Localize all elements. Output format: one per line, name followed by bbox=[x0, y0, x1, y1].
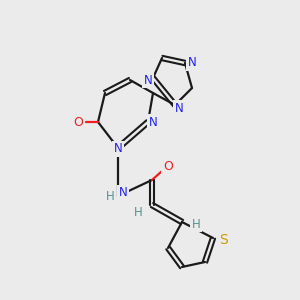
Text: H: H bbox=[106, 190, 114, 202]
Text: N: N bbox=[114, 142, 122, 155]
Text: N: N bbox=[144, 74, 152, 86]
Text: O: O bbox=[73, 116, 83, 128]
Text: N: N bbox=[175, 101, 183, 115]
Text: N: N bbox=[118, 187, 127, 200]
Text: N: N bbox=[188, 56, 196, 70]
Text: H: H bbox=[134, 206, 142, 220]
Text: S: S bbox=[219, 233, 227, 247]
Text: H: H bbox=[192, 218, 200, 230]
Text: O: O bbox=[163, 160, 173, 172]
Text: N: N bbox=[148, 116, 158, 128]
